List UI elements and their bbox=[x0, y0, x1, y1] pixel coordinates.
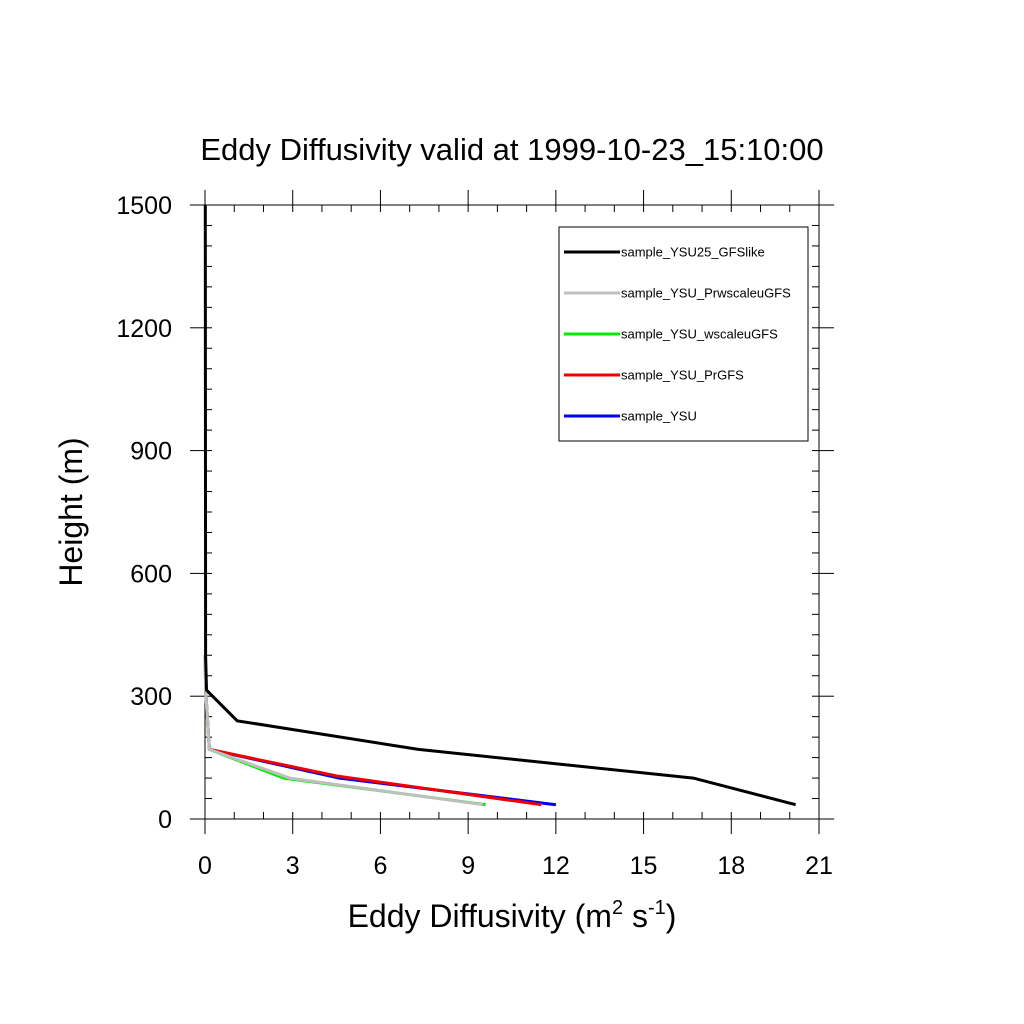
y-tick-label: 300 bbox=[130, 683, 172, 711]
x-tick-label: 3 bbox=[286, 852, 300, 880]
legend-label: sample_YSU_wscaleuGFS bbox=[621, 327, 778, 342]
x-axis-title: Eddy Diffusivity (m2 s-1) bbox=[348, 897, 677, 934]
x-tick-label: 18 bbox=[717, 852, 745, 880]
x-tick-label: 6 bbox=[373, 852, 387, 880]
y-tick-labels: 0 300 600 900 1200 1500 bbox=[116, 192, 172, 834]
series-line-sample_YSU_PrwscaleuGFS bbox=[203, 655, 484, 807]
y-tick-label: 600 bbox=[130, 560, 172, 588]
y-tick-label: 900 bbox=[130, 438, 172, 466]
x-axis-title-end: ) bbox=[666, 898, 677, 934]
series-line-sample_YSU_wscaleuGFS bbox=[203, 655, 486, 807]
x-axis-title-sup1: 2 bbox=[612, 897, 623, 919]
x-tick-label: 12 bbox=[542, 852, 570, 880]
legend-label: sample_YSU25_GFSlike bbox=[621, 245, 765, 260]
chart-title: Eddy Diffusivity valid at 1999-10-23_15:… bbox=[200, 132, 823, 167]
series-lines bbox=[203, 204, 796, 807]
y-tick-label: 1200 bbox=[116, 315, 172, 343]
x-tick-label: 15 bbox=[630, 852, 658, 880]
x-axis-title-mid: s bbox=[623, 898, 648, 934]
x-tick-label: 21 bbox=[805, 852, 833, 880]
legend-label: sample_YSU_PrwscaleuGFS bbox=[621, 286, 791, 301]
x-axis-title-sup2: -1 bbox=[648, 897, 666, 919]
y-tick-label: 1500 bbox=[116, 192, 172, 220]
series-line-sample_YSU25_GFSlike bbox=[203, 204, 796, 807]
x-tick-label: 0 bbox=[198, 852, 212, 880]
x-axis-title-base: Eddy Diffusivity (m bbox=[348, 898, 612, 934]
x-tick-labels: 0 3 6 9 12 15 18 21 bbox=[198, 852, 833, 880]
legend: sample_YSU25_GFSlike sample_YSU_Prwscaleu… bbox=[558, 226, 809, 442]
legend-label: sample_YSU bbox=[621, 409, 697, 424]
major-ticks bbox=[190, 190, 834, 834]
legend-label: sample_YSU_PrGFS bbox=[621, 368, 744, 383]
y-tick-label: 0 bbox=[158, 806, 172, 834]
x-tick-label: 9 bbox=[461, 852, 475, 880]
y-axis-title: Height (m) bbox=[53, 437, 89, 586]
series-line-sample_YSU_PrGFS bbox=[203, 655, 542, 807]
